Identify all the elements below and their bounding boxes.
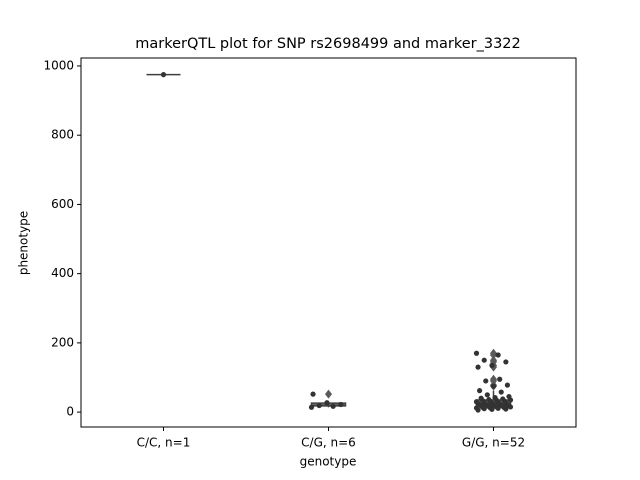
strip-point <box>473 350 480 356</box>
chart-title: markerQTL plot for SNP rs2698499 and mar… <box>135 36 521 52</box>
y-tick-label: 800 <box>51 128 74 142</box>
x-tick-label: C/C, n=1 <box>137 436 191 450</box>
strip-point <box>310 391 316 397</box>
y-tick-label: 400 <box>51 266 74 280</box>
strip-point <box>316 402 322 409</box>
y-tick-label: 600 <box>51 197 74 211</box>
strip-point <box>308 404 315 410</box>
strip-point <box>495 352 501 358</box>
strip-point <box>497 376 503 382</box>
y-tick-label: 1000 <box>43 58 74 72</box>
y-tick-label: 0 <box>66 405 74 419</box>
y-tick-label: 200 <box>51 335 74 349</box>
y-axis-label: phenotype <box>17 211 31 275</box>
strip-point <box>160 72 167 78</box>
strip-point <box>507 397 514 403</box>
x-tick-label: C/G, n=6 <box>301 436 356 450</box>
strip-point <box>324 400 330 406</box>
strip-point <box>489 362 495 368</box>
strip-point <box>503 359 509 365</box>
strip-point <box>484 392 490 398</box>
x-tick-label: G/G, n=52 <box>462 436 525 450</box>
strip-point <box>481 357 487 363</box>
flier <box>325 389 332 399</box>
strip-point <box>495 405 501 411</box>
strip-point <box>504 382 511 388</box>
strip-point <box>330 403 336 409</box>
strip-point <box>476 388 483 394</box>
strip-point <box>489 406 495 412</box>
x-axis-label: genotype <box>300 455 357 469</box>
strip-point <box>507 404 514 410</box>
strip-point <box>498 389 504 395</box>
strip-point <box>338 401 344 408</box>
flier <box>490 350 497 360</box>
strip-point <box>490 383 497 389</box>
strip-point <box>481 406 487 412</box>
strip-point <box>503 406 509 412</box>
strip-point <box>483 378 489 384</box>
strip-point <box>475 364 481 370</box>
strip-point <box>475 407 481 413</box>
